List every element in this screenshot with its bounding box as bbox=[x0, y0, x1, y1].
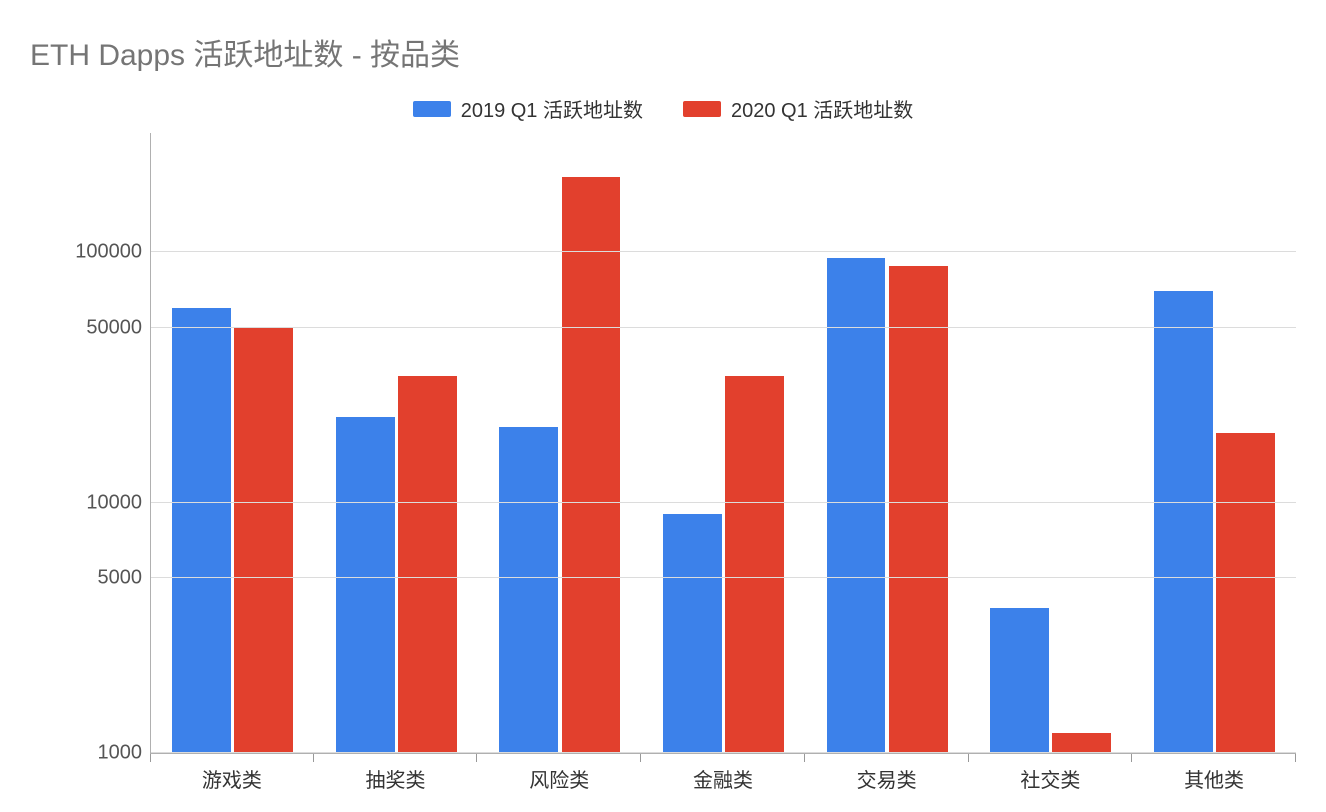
x-tick-mark bbox=[1295, 754, 1296, 762]
bar-series0 bbox=[990, 608, 1049, 753]
chart-title: ETH Dapps 活跃地址数 - 按品类 bbox=[30, 30, 1296, 74]
legend: 2019 Q1 活跃地址数 2020 Q1 活跃地址数 bbox=[30, 94, 1296, 123]
x-tick: 游戏类 bbox=[150, 754, 314, 794]
legend-label-1: 2020 Q1 活跃地址数 bbox=[731, 94, 913, 123]
gridline bbox=[151, 502, 1296, 503]
gridline bbox=[151, 327, 1296, 328]
x-tick: 社交类 bbox=[969, 754, 1133, 794]
chart-plot-area: 100050001000050000100000 bbox=[30, 133, 1296, 753]
bars-layer bbox=[151, 133, 1296, 753]
bar-series1 bbox=[889, 266, 948, 753]
x-tick: 其他类 bbox=[1132, 754, 1296, 794]
x-axis: 游戏类抽奖类风险类金融类交易类社交类其他类 bbox=[150, 753, 1296, 794]
x-label: 社交类 bbox=[969, 764, 1133, 793]
gridline bbox=[151, 752, 1296, 753]
legend-swatch-1 bbox=[683, 101, 721, 117]
legend-swatch-0 bbox=[413, 101, 451, 117]
legend-item-0: 2019 Q1 活跃地址数 bbox=[413, 94, 643, 123]
bar-series1 bbox=[562, 177, 621, 753]
gridline bbox=[151, 577, 1296, 578]
y-axis: 100050001000050000100000 bbox=[30, 133, 150, 753]
x-label: 游戏类 bbox=[150, 764, 314, 793]
y-tick-label: 10000 bbox=[32, 491, 142, 514]
bar-series0 bbox=[1154, 291, 1213, 753]
plot bbox=[150, 133, 1296, 753]
bar-series1 bbox=[725, 376, 784, 753]
bar-series1 bbox=[398, 376, 457, 753]
bar-series0 bbox=[499, 427, 558, 753]
x-tick: 抽奖类 bbox=[314, 754, 478, 794]
x-tick: 金融类 bbox=[641, 754, 805, 794]
bar-series0 bbox=[827, 258, 886, 753]
y-tick-label: 50000 bbox=[32, 316, 142, 339]
x-label: 其他类 bbox=[1132, 764, 1296, 793]
bar-series1 bbox=[1216, 433, 1275, 753]
x-label: 金融类 bbox=[641, 764, 805, 793]
bar-series0 bbox=[172, 308, 231, 753]
bar-series0 bbox=[336, 417, 395, 753]
x-tick-mark bbox=[150, 754, 151, 762]
x-tick: 风险类 bbox=[477, 754, 641, 794]
y-tick-label: 5000 bbox=[32, 567, 142, 590]
x-tick: 交易类 bbox=[805, 754, 969, 794]
legend-label-0: 2019 Q1 活跃地址数 bbox=[461, 94, 643, 123]
bar-series0 bbox=[663, 514, 722, 753]
gridline bbox=[151, 251, 1296, 252]
legend-item-1: 2020 Q1 活跃地址数 bbox=[683, 94, 913, 123]
bar-series1 bbox=[234, 328, 293, 753]
y-tick-label: 100000 bbox=[32, 241, 142, 264]
x-label: 抽奖类 bbox=[314, 764, 478, 793]
y-tick-label: 1000 bbox=[32, 742, 142, 765]
x-label: 风险类 bbox=[477, 764, 641, 793]
bar-series1 bbox=[1052, 733, 1111, 753]
x-label: 交易类 bbox=[805, 764, 969, 793]
